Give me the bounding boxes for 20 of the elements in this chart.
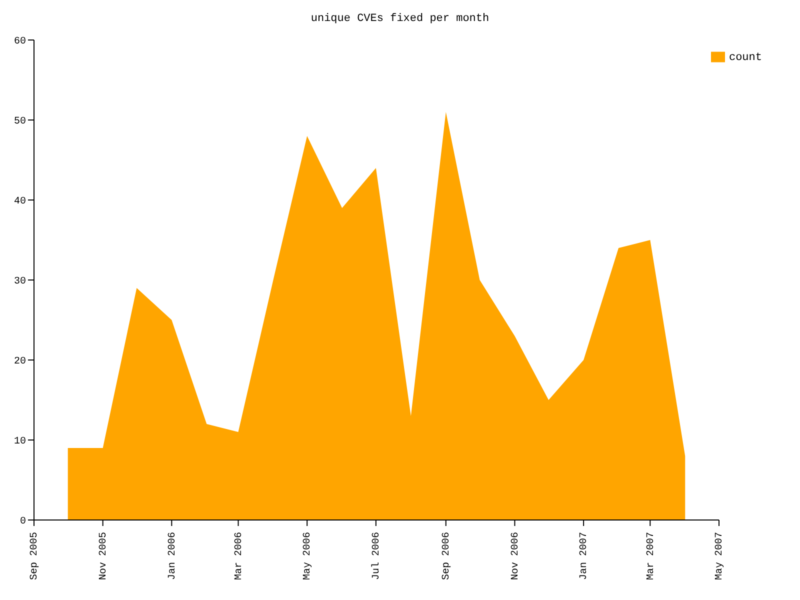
y-tick-label: 30 bbox=[14, 276, 26, 288]
chart-title: unique CVEs fixed per month bbox=[310, 12, 490, 27]
legend-label: count bbox=[728, 52, 762, 64]
x-tick-label: Nov 2005 bbox=[98, 532, 110, 580]
x-tick-label: Jan 2007 bbox=[579, 532, 590, 580]
y-tick-label: 40 bbox=[14, 196, 26, 208]
x-tick-label: May 2007 bbox=[714, 532, 726, 580]
x-tick-label: Jan 2006 bbox=[167, 532, 178, 580]
x-tick-label: Mar 2006 bbox=[234, 532, 245, 580]
y-tick-label: 50 bbox=[14, 116, 26, 128]
y-tick-label: 20 bbox=[14, 356, 26, 368]
x-tick-label: May 2006 bbox=[302, 532, 314, 580]
y-tick-label: 10 bbox=[14, 436, 26, 448]
x-tick-label: Mar 2007 bbox=[646, 532, 657, 580]
y-tick-label: 60 bbox=[14, 36, 26, 48]
x-tick-label: Sep 2005 bbox=[30, 532, 41, 580]
x-tick-label: Nov 2006 bbox=[510, 532, 522, 580]
x-tick-label: Jul 2006 bbox=[370, 532, 383, 580]
x-tick-label: Sep 2006 bbox=[442, 532, 453, 580]
y-tick-label: 0 bbox=[20, 516, 26, 528]
